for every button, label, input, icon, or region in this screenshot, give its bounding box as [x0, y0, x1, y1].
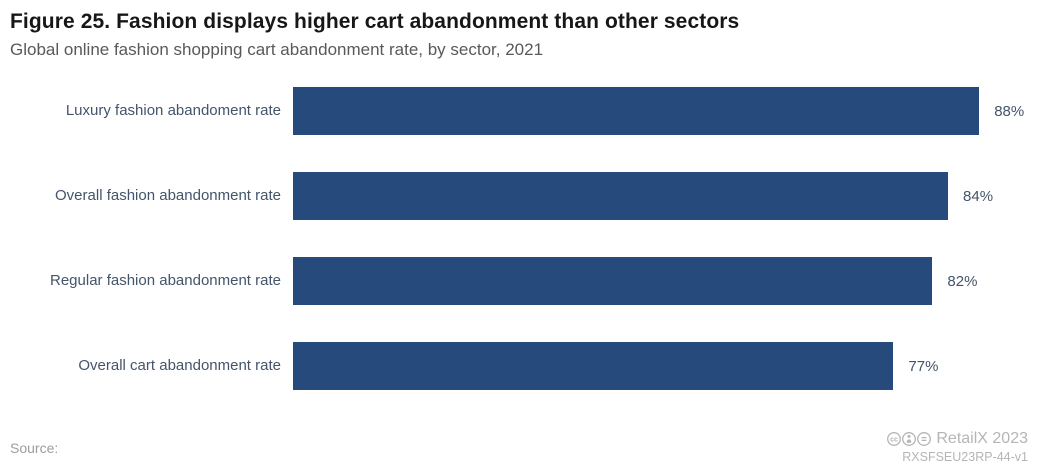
bar-row: Regular fashion abandonment rate 82%: [0, 239, 1026, 324]
footer-attribution: cc RetailX 2023 RXSFSEU23RP-44-v1: [887, 430, 1028, 464]
cc-license-icons: cc: [887, 432, 932, 446]
cc-nd-icon: [917, 432, 932, 446]
category-label: Overall fashion abandonment rate: [55, 186, 281, 204]
bar-row: Overall cart abandonment rate 77%: [0, 324, 1026, 409]
bar: [293, 342, 894, 391]
branding-text: RetailX 2023: [936, 430, 1028, 447]
chart-header: Figure 25. Fashion displays higher cart …: [0, 0, 1040, 61]
source-label: Source:: [10, 440, 59, 456]
chart-subtitle: Global online fashion shopping cart aban…: [10, 39, 544, 59]
bar-track: 82%: [293, 257, 1026, 306]
value-label: 88%: [994, 102, 1025, 120]
bar-row: Overall fashion abandonment rate 84%: [0, 154, 1026, 239]
svg-text:cc: cc: [890, 437, 898, 444]
chart-title: Figure 25. Fashion displays higher cart …: [10, 10, 740, 33]
bar-chart: Luxury fashion abandoment rate 88% Overall…: [0, 69, 1040, 409]
category-label: Luxury fashion abandoment rate: [65, 101, 281, 119]
bar-row: Luxury fashion abandoment rate 88%: [0, 69, 1026, 154]
bar-track: 77%: [293, 342, 1026, 391]
bar-track: 84%: [293, 172, 1026, 221]
chart-footer: Source: cc: [10, 430, 1028, 464]
license-line: cc RetailX 2023: [887, 430, 1028, 448]
bar: [293, 257, 933, 306]
report-code: RXSFSEU23RP-44-v1: [902, 450, 1028, 464]
bar-track: 88%: [293, 87, 1026, 136]
cc-by-icon: [902, 432, 917, 446]
category-label: Overall cart abandonment rate: [78, 356, 281, 374]
category-label: Regular fashion abandonment rate: [50, 271, 281, 289]
value-label: 84%: [963, 187, 994, 205]
value-label: 77%: [908, 357, 939, 375]
cc-icon: cc: [887, 432, 902, 446]
bar: [293, 87, 980, 136]
value-label: 82%: [947, 272, 978, 290]
bar: [293, 172, 949, 221]
